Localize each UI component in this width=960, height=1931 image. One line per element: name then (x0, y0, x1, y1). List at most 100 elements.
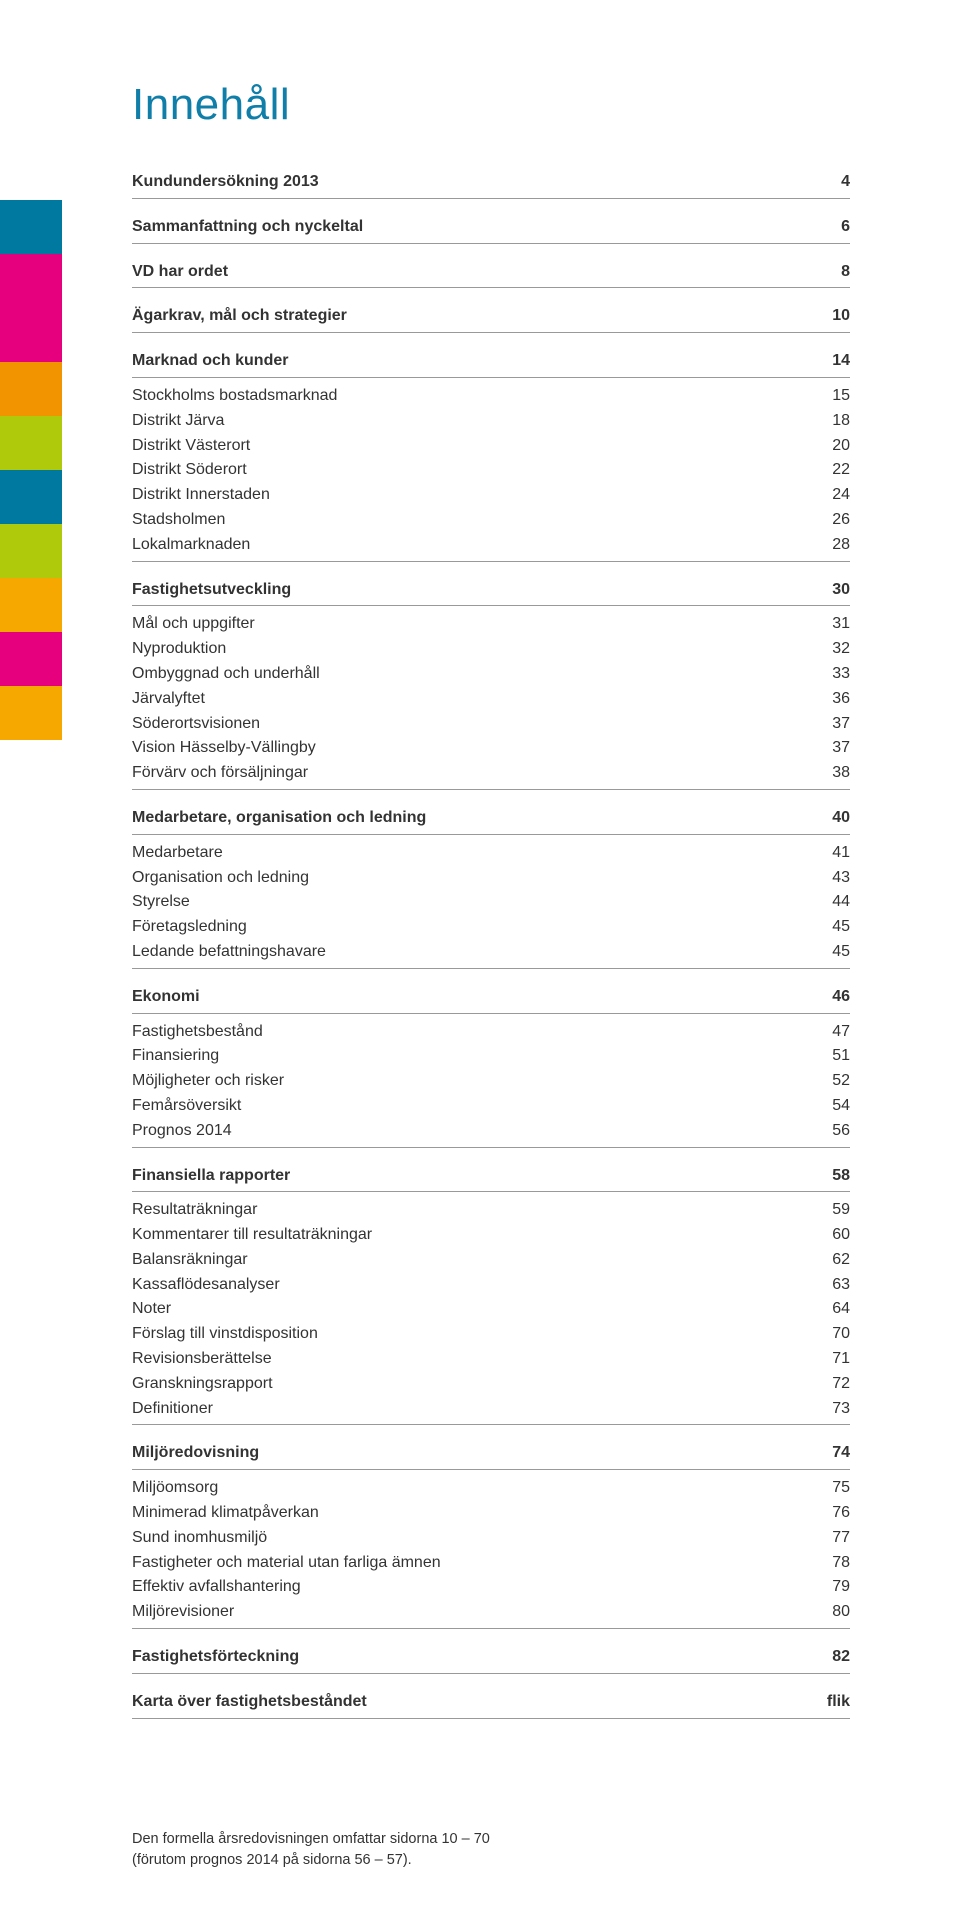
toc-label: Miljöredovisning (132, 1441, 810, 1466)
toc-row[interactable]: Söderortsvisionen37 (132, 712, 850, 737)
page-title: Innehåll (132, 80, 850, 130)
toc-row[interactable]: Karta över fastighetsbeståndetflik (132, 1690, 850, 1715)
toc-label: Stockholms bostadsmarknad (132, 384, 810, 409)
toc-page-number: 20 (810, 434, 850, 459)
toc-row[interactable]: Kommentarer till resultaträkningar60 (132, 1223, 850, 1248)
toc-label: Organisation och ledning (132, 866, 810, 891)
toc-row[interactable]: Medarbetare41 (132, 841, 850, 866)
toc-label: Sund inomhusmiljö (132, 1526, 810, 1551)
toc-label: Fastigheter och material utan farliga äm… (132, 1551, 810, 1576)
toc-row[interactable]: Förslag till vinstdisposition70 (132, 1322, 850, 1347)
toc-page-number: 73 (810, 1397, 850, 1422)
toc-label: Prognos 2014 (132, 1119, 810, 1144)
toc-page-number: 82 (810, 1645, 850, 1670)
toc-row[interactable]: Miljöomsorg75 (132, 1476, 850, 1501)
toc-row[interactable]: Revisionsberättelse71 (132, 1347, 850, 1372)
toc-page-number: 6 (810, 215, 850, 240)
toc-row[interactable]: Stadsholmen26 (132, 508, 850, 533)
toc-row[interactable]: Ombyggnad och underhåll33 (132, 662, 850, 687)
toc-row[interactable]: Kundundersökning 20134 (132, 170, 850, 195)
toc-label: Fastighetsförteckning (132, 1645, 810, 1670)
toc-row[interactable]: Lokalmarknaden28 (132, 533, 850, 558)
toc-label: Stadsholmen (132, 508, 810, 533)
toc-row[interactable]: Marknad och kunder14 (132, 349, 850, 374)
toc-row[interactable]: Noter64 (132, 1297, 850, 1322)
toc-row[interactable]: Nyproduktion32 (132, 637, 850, 662)
toc-row[interactable]: Kassaflödesanalyser63 (132, 1273, 850, 1298)
toc-label: Möjligheter och risker (132, 1069, 810, 1094)
toc-row[interactable]: Prognos 201456 (132, 1119, 850, 1144)
toc-row[interactable]: Fastighetsutveckling30 (132, 578, 850, 603)
page-wrapper: Innehåll Kundundersökning 20134 Sammanfat… (0, 0, 960, 1931)
toc-page-number: 37 (810, 736, 850, 761)
toc-row[interactable]: Järvalyftet36 (132, 687, 850, 712)
color-tab (0, 686, 62, 740)
toc-row[interactable]: Miljöredovisning74 (132, 1441, 850, 1466)
toc-row[interactable]: Fastighetsförteckning82 (132, 1645, 850, 1670)
toc-page-number: flik (810, 1690, 850, 1715)
toc-row[interactable]: Fastigheter och material utan farliga äm… (132, 1551, 850, 1576)
toc-label: Vision Hässelby-Vällingby (132, 736, 810, 761)
toc-label: Femårsöversikt (132, 1094, 810, 1119)
toc-row[interactable]: Finansiering51 (132, 1044, 850, 1069)
toc-section-items: Mål och uppgifter31Nyproduktion32Ombyggn… (132, 606, 850, 790)
toc-page-number: 54 (810, 1094, 850, 1119)
toc-row[interactable]: Företagsledning45 (132, 915, 850, 940)
toc-page-number: 31 (810, 612, 850, 637)
toc-row[interactable]: Resultaträkningar59 (132, 1198, 850, 1223)
toc-row[interactable]: Distrikt Innerstaden24 (132, 483, 850, 508)
toc-row[interactable]: Definitioner73 (132, 1397, 850, 1422)
toc-row[interactable]: Vision Hässelby-Vällingby37 (132, 736, 850, 761)
toc-label: Ekonomi (132, 985, 810, 1010)
toc-row[interactable]: Effektiv avfallshantering79 (132, 1575, 850, 1600)
toc-section-head: Marknad och kunder14 (132, 349, 850, 378)
toc-label: Lokalmarknaden (132, 533, 810, 558)
toc-row[interactable]: Miljörevisioner80 (132, 1600, 850, 1625)
color-tab (0, 416, 62, 470)
toc-section-single: Ägarkrav, mål och strategier10 (132, 304, 850, 333)
toc-row[interactable]: Förvärv och försäljningar38 (132, 761, 850, 786)
toc-label: Resultaträkningar (132, 1198, 810, 1223)
color-tab (0, 362, 62, 416)
toc-label: Distrikt Västerort (132, 434, 810, 459)
toc-section-items: Resultaträkningar59Kommentarer till resu… (132, 1192, 850, 1425)
toc-row[interactable]: Organisation och ledning43 (132, 866, 850, 891)
toc-row[interactable]: Granskningsrapport72 (132, 1372, 850, 1397)
toc-row[interactable]: Styrelse44 (132, 890, 850, 915)
toc-row[interactable]: Sund inomhusmiljö77 (132, 1526, 850, 1551)
toc-row[interactable]: Mål och uppgifter31 (132, 612, 850, 637)
color-tab (0, 200, 62, 254)
toc-row[interactable]: Möjligheter och risker52 (132, 1069, 850, 1094)
toc-row[interactable]: Balansräkningar62 (132, 1248, 850, 1273)
toc-page-number: 32 (810, 637, 850, 662)
toc-label: Företagsledning (132, 915, 810, 940)
toc-row[interactable]: Ägarkrav, mål och strategier10 (132, 304, 850, 329)
toc-page-number: 52 (810, 1069, 850, 1094)
toc-row[interactable]: Distrikt Söderort22 (132, 458, 850, 483)
toc-row[interactable]: Distrikt Västerort20 (132, 434, 850, 459)
toc-row[interactable]: Minimerad klimatpåverkan76 (132, 1501, 850, 1526)
toc-page-number: 41 (810, 841, 850, 866)
toc-row[interactable]: Finansiella rapporter58 (132, 1164, 850, 1189)
toc-page-number: 74 (810, 1441, 850, 1466)
toc-row[interactable]: Femårsöversikt54 (132, 1094, 850, 1119)
toc-label: Nyproduktion (132, 637, 810, 662)
toc-page-number: 75 (810, 1476, 850, 1501)
toc-page-number: 45 (810, 940, 850, 965)
toc-row[interactable]: Stockholms bostadsmarknad15 (132, 384, 850, 409)
toc-section-items: Miljöomsorg75Minimerad klimatpåverkan76S… (132, 1470, 850, 1629)
toc-label: Noter (132, 1297, 810, 1322)
toc-label: Ledande befattningshavare (132, 940, 810, 965)
toc-row[interactable]: VD har ordet8 (132, 260, 850, 285)
toc-row[interactable]: Sammanfattning och nyckeltal6 (132, 215, 850, 240)
toc-label: Karta över fastighetsbeståndet (132, 1690, 810, 1715)
toc-page-number: 58 (810, 1164, 850, 1189)
toc-row[interactable]: Ledande befattningshavare45 (132, 940, 850, 965)
toc-row[interactable]: Fastighetsbestånd47 (132, 1020, 850, 1045)
toc-section-items: Medarbetare41Organisation och ledning43S… (132, 835, 850, 969)
toc-section-head: Ekonomi46 (132, 985, 850, 1014)
toc-row[interactable]: Ekonomi46 (132, 985, 850, 1010)
toc-label: Medarbetare (132, 841, 810, 866)
toc-row[interactable]: Distrikt Järva18 (132, 409, 850, 434)
toc-row[interactable]: Medarbetare, organisation och ledning40 (132, 806, 850, 831)
